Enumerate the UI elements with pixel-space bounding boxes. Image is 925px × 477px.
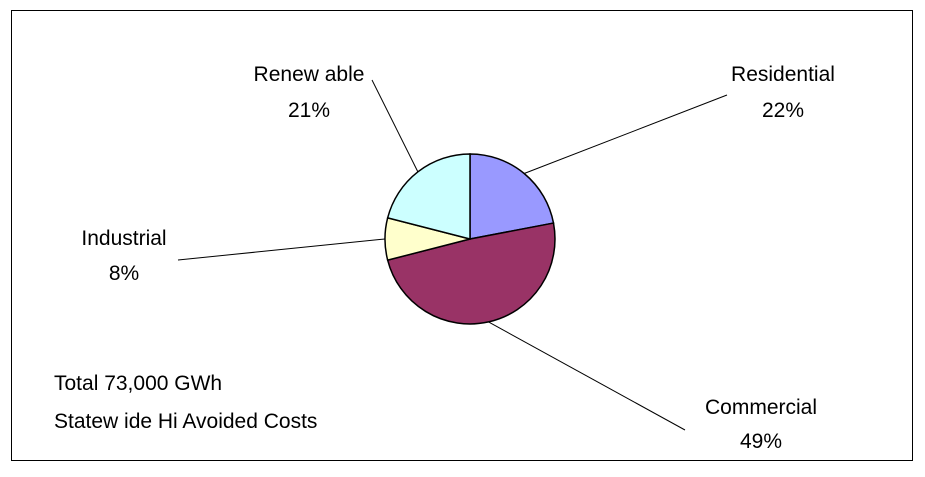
slice-label-commercial: Commercial [705, 396, 817, 419]
slice-percent-residential: 22% [762, 99, 804, 122]
leader-line-industrial [177, 238, 386, 261]
slice-percent-commercial: 49% [740, 430, 782, 453]
pie-slices [384, 153, 556, 325]
leader-lines [177, 79, 728, 431]
pie-slice-commercial [386, 222, 556, 325]
leader-line-commercial [488, 321, 686, 431]
slice-percent-industrial: 8% [109, 262, 139, 285]
leader-line-renewable [371, 79, 419, 173]
pie-slice-residential [469, 153, 555, 240]
leader-line-residential [523, 94, 728, 174]
slice-label-residential: Residential [731, 63, 835, 86]
annotation-total: Total 73,000 GWh [54, 372, 222, 395]
slice-label-industrial: Industrial [81, 227, 166, 250]
pie-slice-renewable [386, 153, 471, 240]
slice-percent-renewable: 21% [288, 99, 330, 122]
slice-label-renewable: Renew able [254, 63, 365, 86]
annotation-subtitle: Statew ide Hi Avoided Costs [54, 410, 317, 433]
